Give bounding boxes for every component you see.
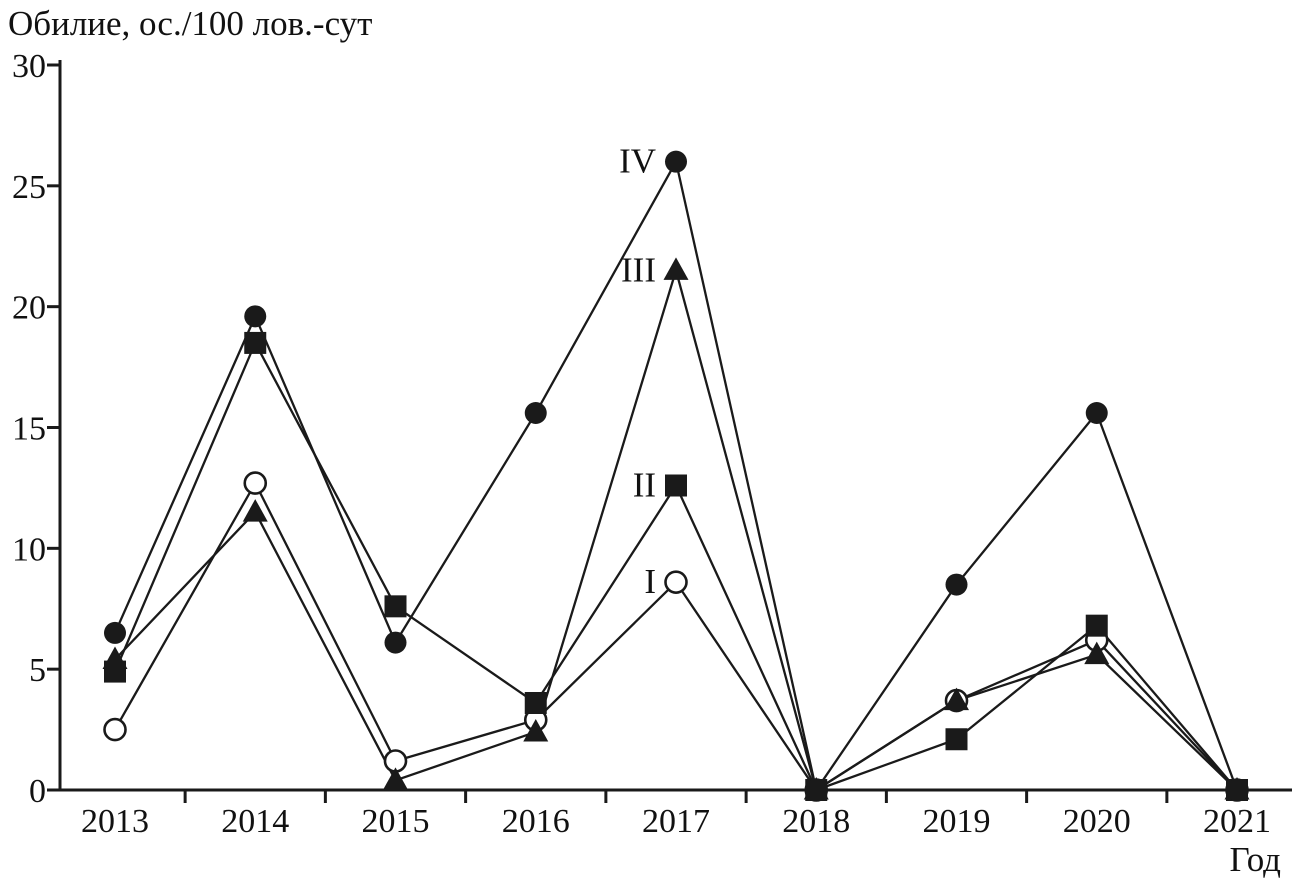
marker-IV-2017 [665,150,687,173]
x-tick-label: 2014 [221,803,289,840]
marker-III-2015 [383,767,408,790]
marker-IV-2021 [1226,779,1248,801]
x-tick-label: 2017 [642,803,710,840]
marker-III-2020 [1084,641,1110,665]
marker-IV-2014 [244,305,267,328]
x-axis-title: Год [1229,840,1281,879]
series-label-III: III [621,250,656,289]
series-label-I: I [644,562,656,601]
x-tick-label: 2015 [362,803,430,840]
marker-I-2013 [103,717,127,742]
marker-IV-2018 [805,779,828,801]
series-line-III [114,266,1238,792]
y-tick-label: 10 [12,531,46,568]
y-tick-label: 30 [12,48,46,85]
marker-III-2014 [242,499,268,522]
x-tick-label: 2013 [81,803,149,840]
x-tick-label: 2016 [502,803,570,840]
marker-II-2015 [384,595,407,618]
marker-IV-2013 [104,621,126,644]
marker-IV-2019 [945,573,968,596]
marker-II-2016 [524,692,547,714]
marker-IV-2020 [1085,402,1108,424]
marker-III-2016 [523,719,549,742]
series-label-II: II [633,466,656,505]
marker-II-2019 [945,728,968,751]
series-label-IV: IV [619,142,656,181]
x-tick-label: 2021 [1203,803,1271,840]
marker-III-2013 [102,646,128,669]
y-axis-title: Обилие, ос./100 лов.-сут [8,4,373,43]
marker-II-2017 [665,474,687,497]
marker-IV-2015 [384,631,407,654]
series-line-I [114,480,1238,792]
x-tick-label: 2019 [923,803,991,840]
marker-I-2017 [664,570,688,594]
x-tick-label: 2018 [782,803,850,840]
marker-III-2019 [944,687,969,711]
y-tick-label: 20 [12,290,46,327]
marker-II-2020 [1085,614,1108,637]
y-tick-label: 15 [12,411,46,448]
marker-IV-2016 [524,402,547,424]
y-tick-label: 5 [29,652,46,689]
y-tick-label: 0 [29,773,46,810]
marker-I-2014 [243,471,268,495]
y-tick-label: 25 [12,169,46,206]
marker-II-2014 [244,331,267,354]
marker-III-2017 [663,257,689,280]
x-tick-label: 2020 [1063,803,1131,840]
